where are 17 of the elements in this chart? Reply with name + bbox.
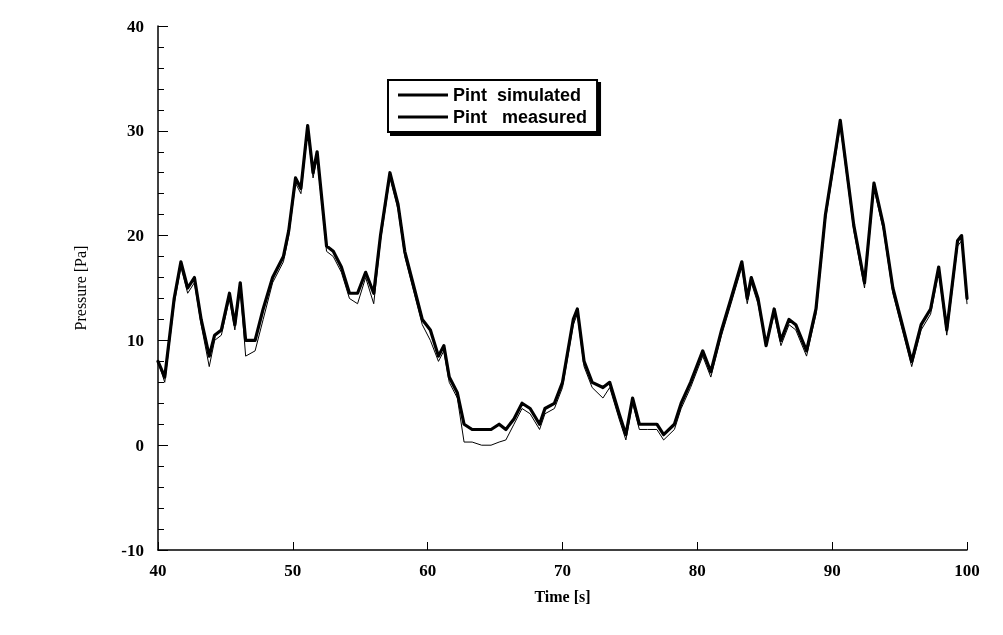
x-tick-label: 40 — [149, 561, 167, 580]
x-tick-label: 90 — [823, 561, 841, 580]
x-tick-label: 80 — [688, 561, 706, 580]
y-tick-label: 40 — [127, 16, 144, 36]
legend-label: Pint simulated — [453, 85, 582, 105]
x-axis-title: Time [s] — [534, 587, 591, 605]
x-tick-label: 60 — [419, 561, 437, 580]
y-tick-label: 20 — [127, 226, 144, 246]
y-tick-label: 10 — [127, 330, 144, 350]
x-tick-label: 70 — [554, 561, 571, 580]
y-axis-title: Pressure [Pa] — [71, 245, 89, 331]
y-tick-label: 30 — [127, 121, 144, 141]
legend-label: Pint measured — [453, 107, 588, 127]
x-tick-label: 100 — [954, 561, 980, 580]
y-tick-label: -10 — [121, 540, 144, 560]
y-tick-label: 0 — [135, 435, 144, 455]
x-tick-label: 50 — [284, 561, 302, 580]
